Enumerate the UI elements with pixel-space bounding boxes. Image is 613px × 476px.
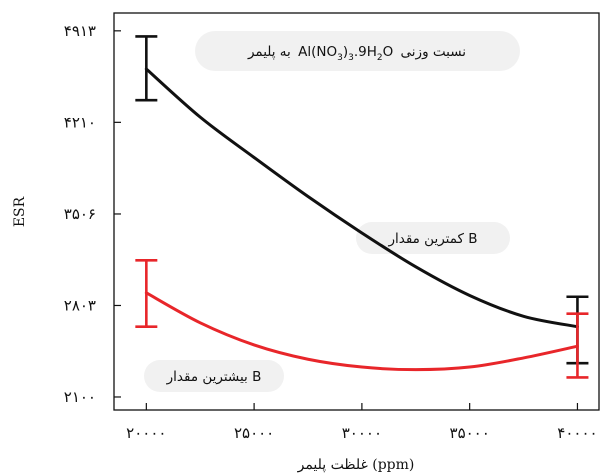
- series-1-line: [144, 291, 579, 372]
- x-axis-ticks: ۲۰۰۰۰ ۲۵۰۰۰ ۳۰۰۰۰ ۳۵۰۰۰ ۴۰۰۰۰: [126, 403, 598, 442]
- y-tick-label-0: ۲۱۰۰: [64, 388, 96, 406]
- ratio-note-formula-1: Al(NO: [298, 44, 337, 60]
- x-tick-label-0: ۲۰۰۰۰: [126, 424, 166, 442]
- series-0-error-bar-0: [135, 35, 158, 102]
- ratio-note-sub-1: 3: [337, 53, 343, 63]
- y-axis-ticks: ۲۱۰۰ ۲۸۰۳ ۳۵۰۶ ۴۲۱۰ ۴۹۱۳: [64, 22, 121, 406]
- max-b-note-bubble: [144, 360, 284, 392]
- min-b-note-bubble: [356, 222, 510, 254]
- series-1-error-bar-0: [135, 259, 158, 328]
- max-b-note: بیشترین مقدار B: [166, 369, 262, 385]
- y-tick-label-1: ۲۸۰۳: [64, 296, 96, 314]
- ratio-note-formula-2: ): [343, 44, 348, 60]
- ratio-note-sub-2: 3: [348, 53, 354, 63]
- x-tick-label-4: ۴۰۰۰۰: [557, 424, 597, 442]
- x-tick-label-2: ۳۰۰۰۰: [342, 424, 382, 442]
- ratio-note-suffix: نسبت وزنی: [401, 44, 466, 60]
- x-axis-label: غلظت پلیمر (ppm): [297, 457, 415, 473]
- series-layer: [135, 35, 589, 379]
- y-axis-label: ESR: [12, 196, 28, 227]
- x-tick-label-1: ۲۵۰۰۰: [234, 424, 274, 442]
- series-0-line: [144, 67, 579, 329]
- plot-frame: [113, 12, 600, 411]
- ratio-note: به پلیمر Al(NO3)3.9H2O نسبت وزنی: [247, 44, 466, 63]
- y-tick-label-4: ۴۹۱۳: [64, 22, 96, 40]
- series-1-error-bar-1: [566, 312, 589, 379]
- y-tick-label-2: ۳۵۰۶: [64, 205, 96, 223]
- min-b-note: کمترین مقدار B: [387, 231, 477, 247]
- ratio-note-formula-3: .9H: [354, 44, 377, 60]
- y-tick-label-3: ۴۲۱۰: [64, 113, 96, 131]
- ratio-note-formula-4: O: [383, 44, 394, 60]
- ratio-note-bubble: [195, 31, 520, 71]
- ratio-note-prefix: به پلیمر: [247, 44, 291, 60]
- ratio-note-sub-3: 2: [377, 53, 383, 63]
- x-tick-label-3: ۳۵۰۰۰: [450, 424, 490, 442]
